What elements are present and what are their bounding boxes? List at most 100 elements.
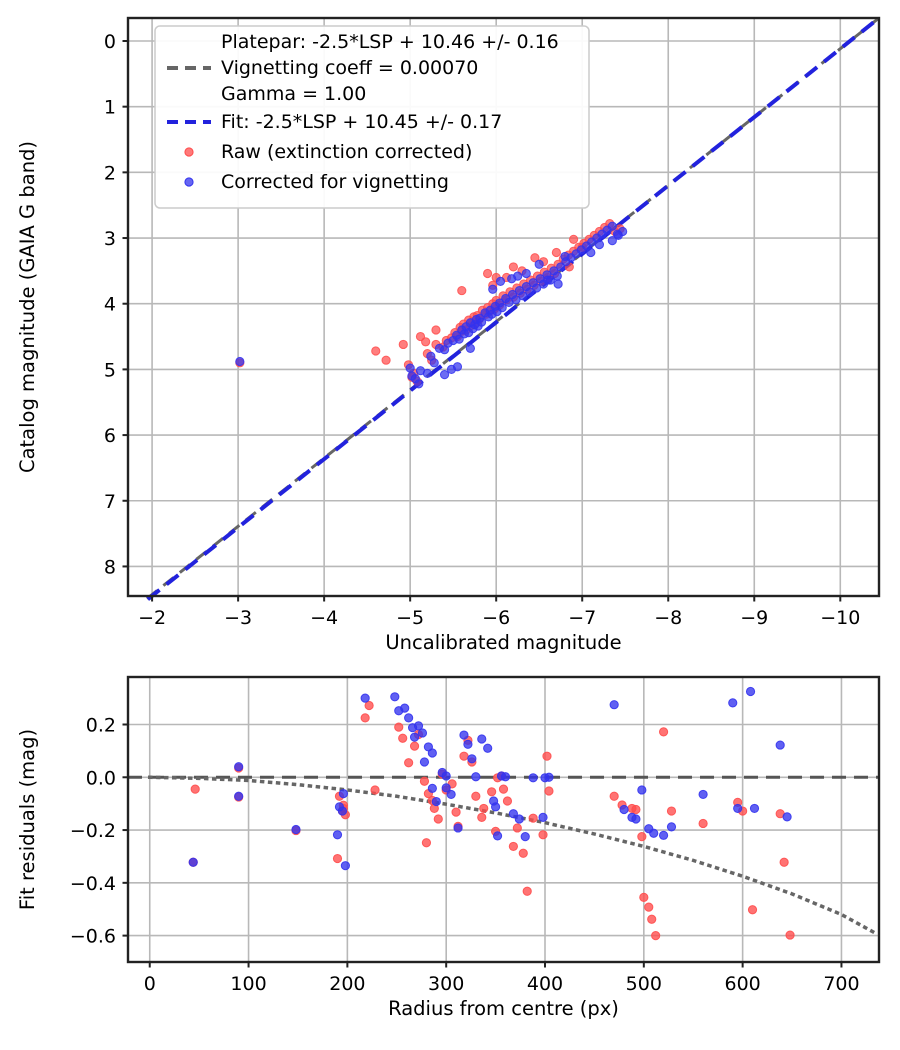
- y-tick-label: −0.6: [70, 926, 116, 948]
- scatter-series-corrected: [235, 221, 628, 389]
- x-tick-label: −2: [138, 607, 166, 629]
- data-point: [507, 274, 517, 284]
- data-point: [234, 762, 244, 772]
- data-point: [409, 732, 420, 742]
- legend-box: [154, 25, 590, 209]
- data-point: [518, 291, 528, 301]
- y-tick-label: 3: [104, 228, 116, 250]
- data-point: [479, 803, 489, 814]
- legend-entry: Gamma = 1.00: [221, 83, 366, 105]
- data-point: [594, 240, 605, 250]
- data-point: [465, 343, 475, 353]
- data-point: [467, 754, 477, 764]
- data-point: [471, 791, 481, 801]
- data-point: [733, 803, 743, 814]
- y-tick-label: 5: [104, 359, 116, 381]
- data-point: [459, 730, 469, 740]
- data-point: [400, 703, 410, 713]
- data-point: [543, 275, 553, 285]
- data-point: [512, 823, 522, 833]
- data-point: [552, 271, 562, 281]
- data-point: [190, 784, 200, 794]
- data-point: [525, 287, 535, 297]
- data-point: [360, 693, 370, 703]
- x-tick-label: 300: [428, 973, 464, 995]
- y-tick-label: 0: [104, 31, 116, 53]
- top-x-axis-label: Uncalibrated magnitude: [385, 631, 621, 654]
- data-point: [398, 733, 408, 743]
- data-point: [431, 796, 441, 807]
- data-point: [508, 262, 518, 272]
- data-point: [658, 830, 669, 840]
- y-tick-label: −0.4: [70, 873, 116, 895]
- y-tick-label: 0.0: [86, 767, 116, 789]
- data-point: [544, 786, 554, 796]
- data-point: [532, 283, 542, 293]
- data-point: [291, 824, 301, 835]
- data-point: [492, 831, 503, 841]
- data-point: [404, 758, 414, 768]
- bottom-axes-frame: [126, 675, 881, 964]
- data-point: [631, 814, 641, 824]
- data-point: [560, 251, 570, 262]
- x-tick-label: 100: [230, 973, 266, 995]
- top-ticks: −2 −3 −4 −5 −6 −7 −8 −9 −10 0 1 2 3 4 5 6 7 8: [104, 31, 860, 629]
- bottom-ticks: 0 100 200 300 400 500 600 700 0.2 0.0 −0.2 −0.4 −0.6: [70, 715, 860, 996]
- data-point: [463, 739, 473, 749]
- data-point: [544, 772, 554, 782]
- data-point: [749, 803, 760, 814]
- data-point: [414, 379, 424, 389]
- y-tick-label: 2: [104, 162, 116, 184]
- data-point: [607, 236, 617, 246]
- data-point: [234, 791, 244, 801]
- data-point: [508, 841, 518, 852]
- legend-entry: Corrected for vignetting: [184, 171, 449, 193]
- data-point: [498, 784, 509, 794]
- x-tick-label: 600: [725, 973, 761, 995]
- data-point: [782, 812, 792, 822]
- data-point: [441, 783, 451, 793]
- data-point: [446, 364, 457, 374]
- data-point: [542, 751, 552, 761]
- legend-entry: Platepar: -2.5*LSP + 10.46 +/- 0.16: [221, 31, 559, 53]
- data-point: [520, 832, 530, 842]
- data-point: [551, 247, 562, 258]
- data-point: [538, 812, 548, 822]
- legend-entry: Fit: -2.5*LSP + 10.45 +/- 0.17: [167, 111, 502, 133]
- bottom-y-axis-label: Fit residuals (mag): [16, 729, 39, 910]
- bottom-gridlines: [128, 677, 879, 962]
- data-point: [637, 832, 647, 842]
- data-point: [488, 284, 498, 294]
- data-point: [332, 853, 343, 864]
- data-point: [482, 268, 493, 279]
- data-point: [421, 838, 432, 848]
- legend-dot-marker: [184, 177, 194, 187]
- x-tick-label: 500: [626, 973, 662, 995]
- data-point: [417, 728, 428, 738]
- legend-label: Raw (extinction corrected): [221, 141, 472, 163]
- x-tick-label: 700: [823, 973, 859, 995]
- data-point: [364, 700, 374, 711]
- y-tick-label: 8: [104, 556, 116, 578]
- legend-dot-marker: [184, 147, 194, 157]
- axes-photometric-calibration: −2 −3 −4 −5 −6 −7 −8 −9 −10 0 1 2 3 4 5 6 7 8 Uncalibrated…: [16, 16, 881, 654]
- data-point: [530, 253, 540, 263]
- data-point: [658, 727, 669, 737]
- data-point: [471, 772, 481, 782]
- data-point: [534, 259, 544, 269]
- data-point: [553, 279, 563, 289]
- y-tick-label: 6: [104, 425, 116, 447]
- legend-label: Fit: -2.5*LSP + 10.45 +/- 0.17: [221, 111, 502, 133]
- x-tick-label: 200: [329, 973, 365, 995]
- data-point: [404, 713, 414, 723]
- data-point: [586, 247, 596, 258]
- residual-series-corrected: [188, 686, 792, 871]
- data-point: [394, 722, 404, 732]
- bottom-x-axis-label: Radius from centre (px): [388, 997, 619, 1020]
- data-point: [451, 807, 461, 817]
- x-tick-label: −10: [820, 607, 860, 629]
- x-tick-label: −3: [224, 607, 252, 629]
- data-point: [477, 734, 487, 744]
